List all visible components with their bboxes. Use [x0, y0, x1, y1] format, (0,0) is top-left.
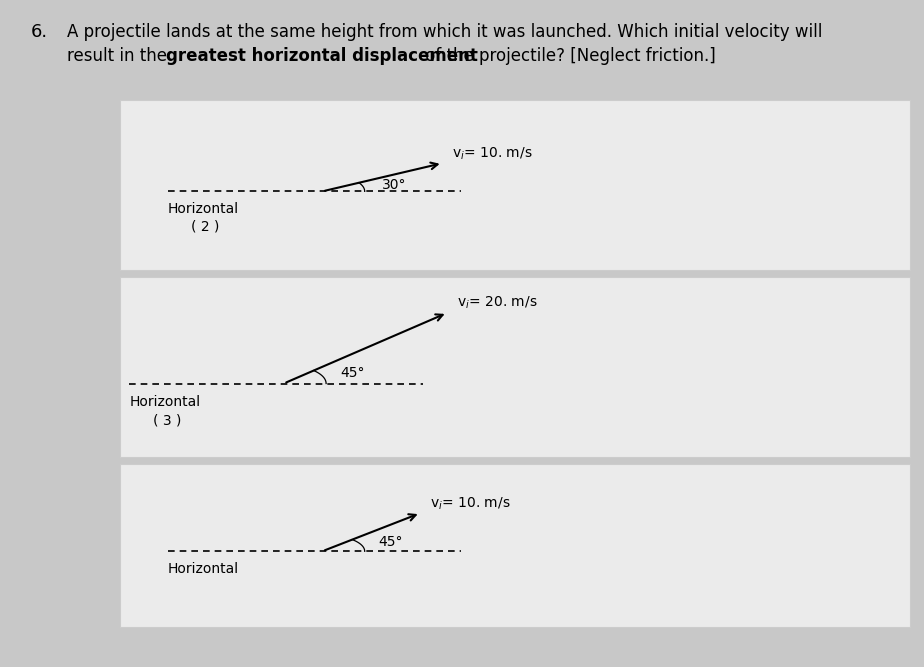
Text: ( 3 ): ( 3 ) [152, 414, 181, 428]
Text: v$_i$= 10. m/s: v$_i$= 10. m/s [430, 495, 510, 512]
Text: 6.: 6. [30, 23, 48, 41]
Text: Horizontal: Horizontal [168, 562, 239, 576]
Text: of the projectile? [Neglect friction.]: of the projectile? [Neglect friction.] [420, 47, 716, 65]
Text: 45°: 45° [379, 535, 403, 549]
Text: 45°: 45° [340, 366, 365, 380]
Text: 30°: 30° [382, 177, 406, 191]
Text: v$_i$= 20. m/s: v$_i$= 20. m/s [456, 295, 537, 311]
Text: v$_i$= 10. m/s: v$_i$= 10. m/s [452, 145, 532, 161]
Text: result in the: result in the [67, 47, 172, 65]
Text: greatest horizontal displacement: greatest horizontal displacement [166, 47, 479, 65]
Text: A projectile lands at the same height from which it was launched. Which initial : A projectile lands at the same height fr… [67, 23, 822, 41]
Text: Horizontal: Horizontal [168, 202, 239, 216]
Text: Horizontal: Horizontal [129, 395, 201, 409]
Text: ( 2 ): ( 2 ) [191, 219, 220, 233]
